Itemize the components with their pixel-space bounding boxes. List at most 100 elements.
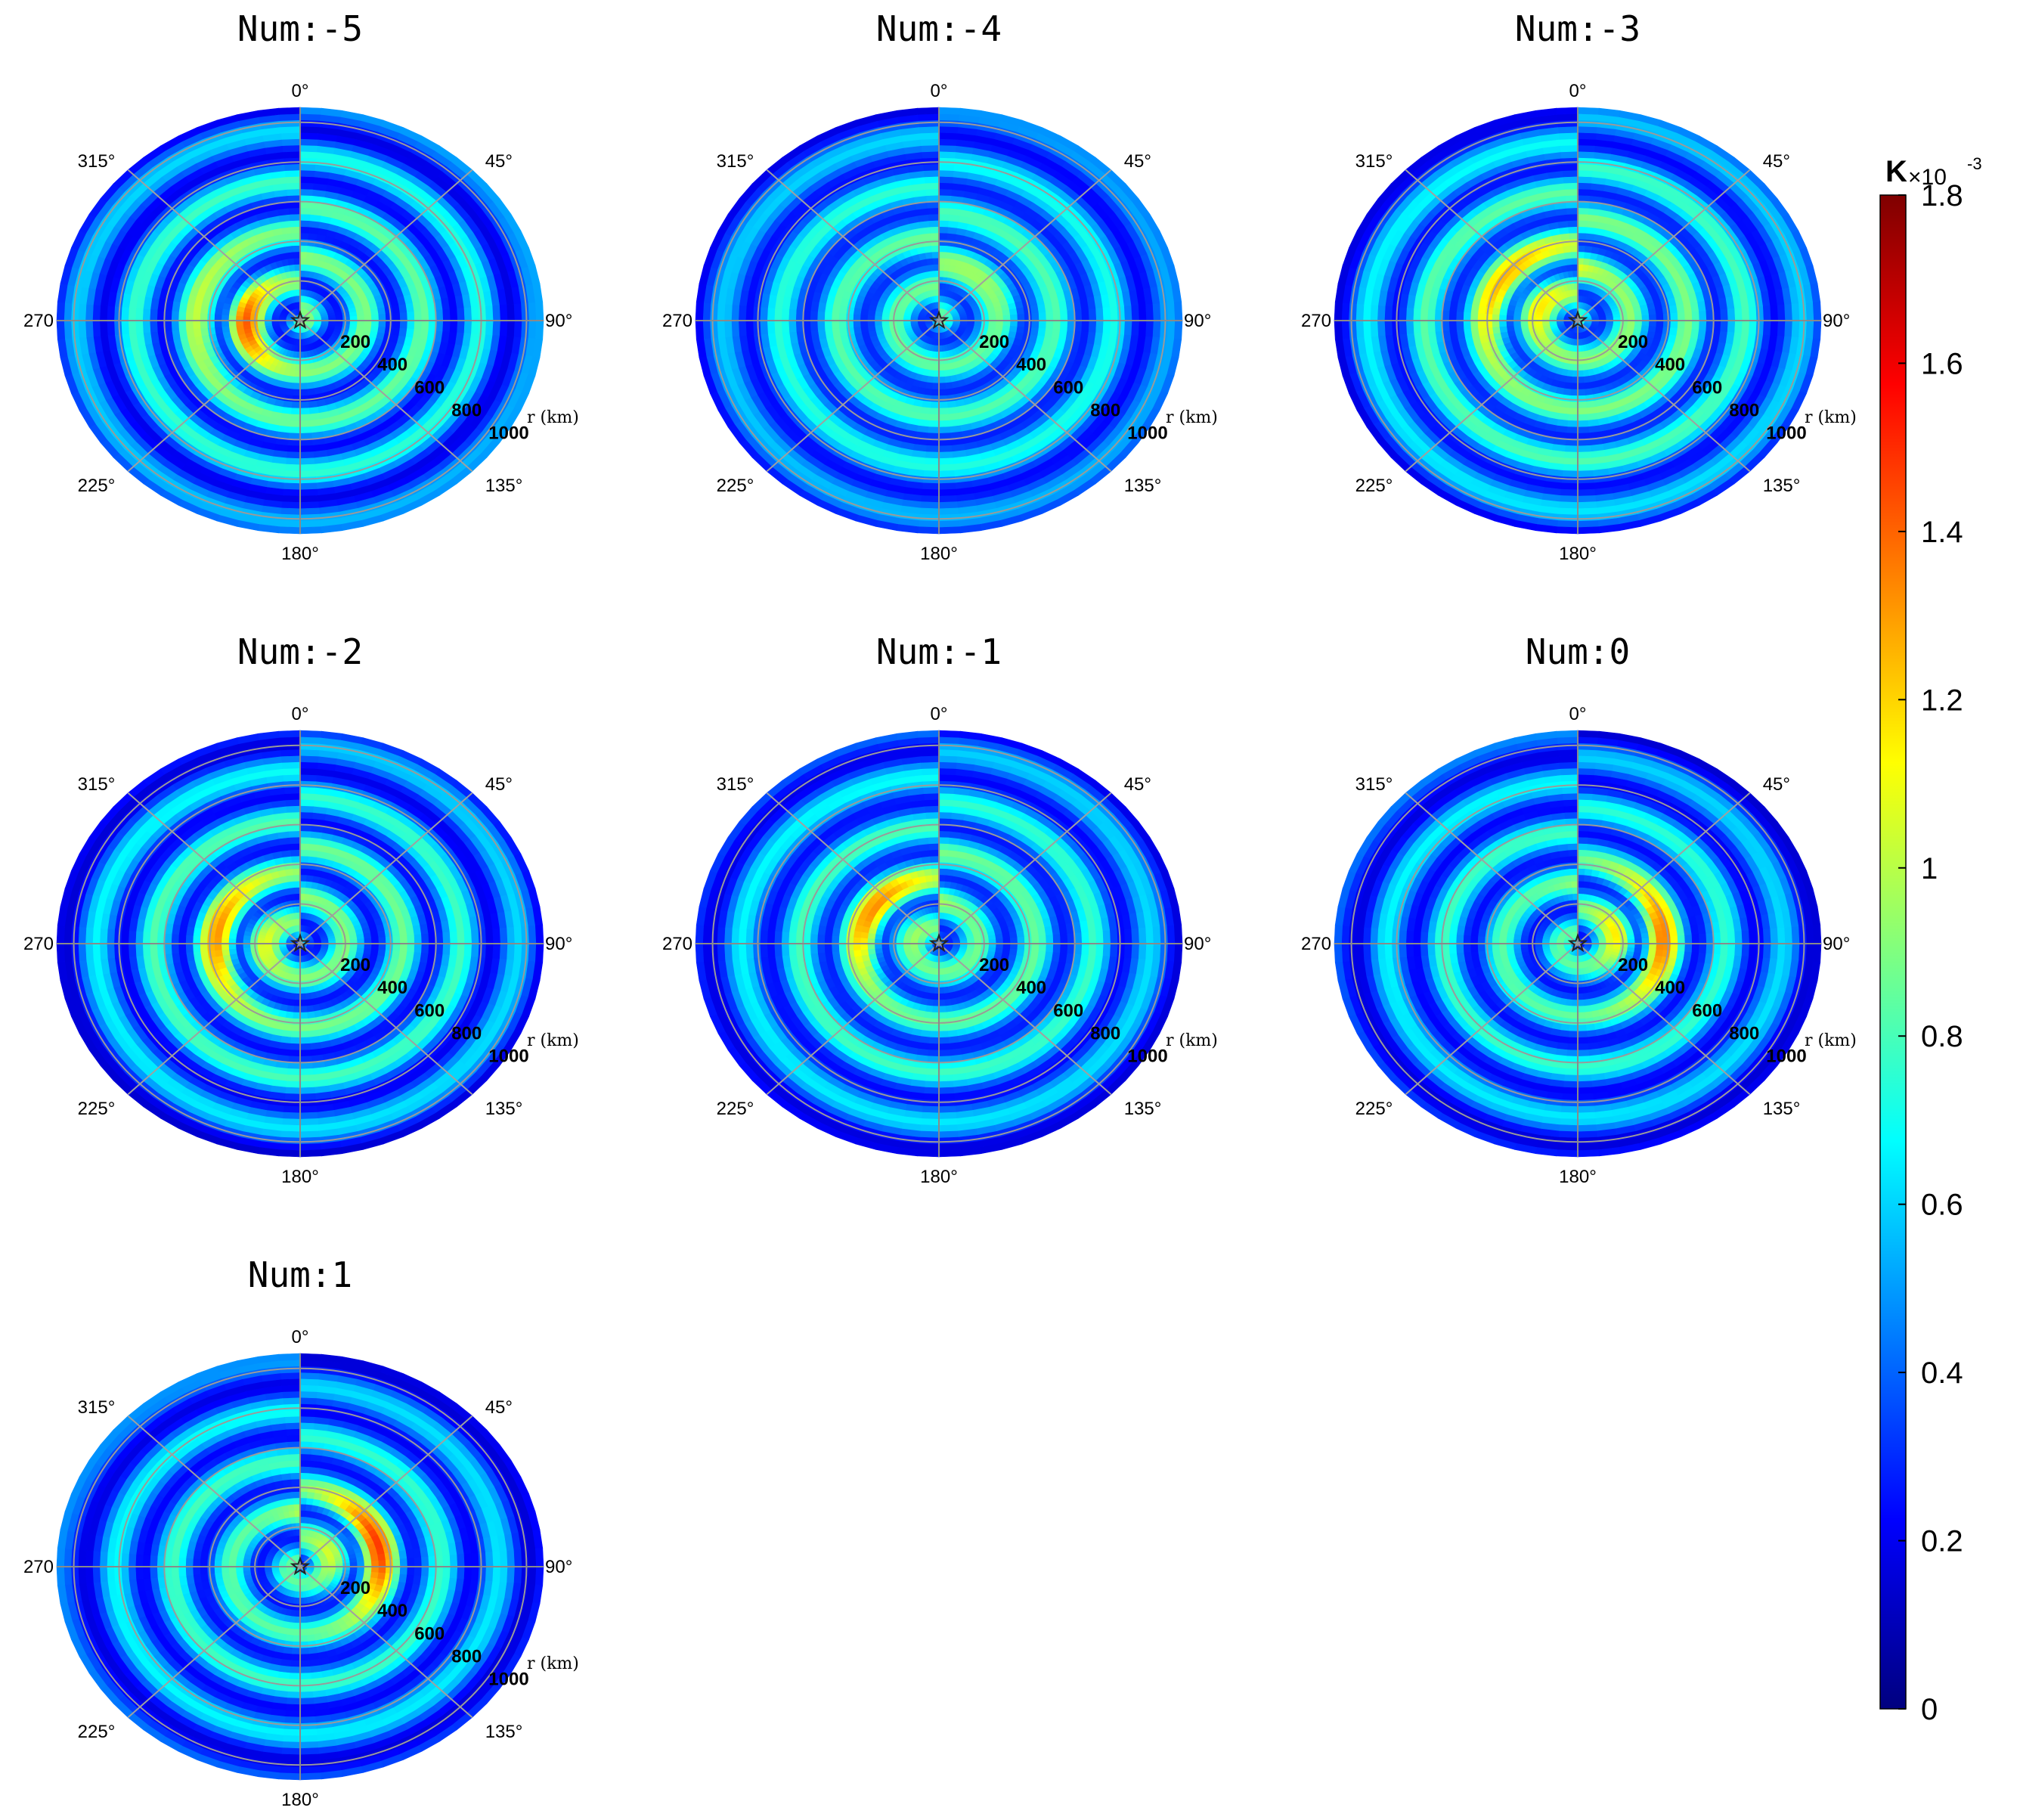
heatmap-cell xyxy=(921,144,940,153)
heatmap-cell xyxy=(938,488,957,497)
heatmap-cell xyxy=(1131,320,1140,336)
heatmap-cell xyxy=(293,251,301,259)
radial-axis-label: r (km) xyxy=(1166,408,1218,427)
heatmap-cell xyxy=(299,251,308,259)
heatmap-cell xyxy=(1031,312,1039,321)
heatmap-cell xyxy=(385,320,394,328)
heatmap-cell xyxy=(866,315,875,321)
heatmap-cell xyxy=(280,507,301,516)
heatmap-cell xyxy=(922,476,940,484)
heatmap-cell xyxy=(305,382,314,390)
heatmap-cell xyxy=(171,310,179,321)
heatmap-cell xyxy=(399,312,408,321)
heatmap-cell xyxy=(299,520,321,529)
heatmap-cell xyxy=(933,370,940,377)
heatmap-cell xyxy=(308,232,318,241)
heatmap-cell xyxy=(185,312,194,321)
heatmap-cell xyxy=(299,457,315,466)
heatmap-cell xyxy=(1110,320,1119,335)
heatmap-cell xyxy=(933,264,940,271)
radial-tick-label: 800 xyxy=(451,400,482,420)
heatmap-cell xyxy=(938,251,946,259)
radial-tick-label: 400 xyxy=(1016,355,1046,375)
heatmap-cell xyxy=(853,313,861,321)
heatmap-cell xyxy=(938,182,953,190)
heatmap-cell xyxy=(185,320,194,330)
heatmap-cell xyxy=(284,169,301,178)
heatmap-cell xyxy=(291,238,301,246)
heatmap-cell xyxy=(299,501,320,510)
heatmap-cell xyxy=(299,488,318,497)
panels-group: Num:-50°45°90°135°180°225°270315°2004006… xyxy=(23,8,1857,1810)
angle-label: 135° xyxy=(485,476,523,496)
heatmap-cell xyxy=(513,303,522,321)
heatmap-cell xyxy=(299,232,309,240)
heatmap-cell xyxy=(928,414,940,422)
heatmap-cell xyxy=(922,482,940,491)
heatmap-cell xyxy=(192,312,201,321)
heatmap-cell xyxy=(938,526,961,535)
heatmap-cell xyxy=(943,369,951,377)
heatmap-cell xyxy=(928,420,940,428)
heatmap-cell xyxy=(702,302,711,321)
heatmap-cell xyxy=(221,314,230,321)
heatmap-cell xyxy=(1145,303,1154,321)
heatmap-cell xyxy=(299,113,321,121)
heatmap-cell xyxy=(931,383,940,390)
heatmap-cell xyxy=(845,313,854,321)
angle-label: 45° xyxy=(1124,151,1151,172)
angle-label: 90° xyxy=(1184,311,1211,331)
heatmap-cell xyxy=(1166,320,1176,340)
heatmap-cell xyxy=(695,302,705,321)
heatmap-cell xyxy=(299,445,314,453)
heatmap-cell xyxy=(294,264,301,271)
heatmap-cell xyxy=(299,395,309,403)
panel-title: Num:-4 xyxy=(876,8,1002,49)
heatmap-cell xyxy=(288,426,301,434)
heatmap-cell xyxy=(1152,320,1161,338)
heatmap-cell xyxy=(723,320,733,338)
heatmap-cell xyxy=(938,482,956,491)
heatmap-cell xyxy=(938,470,955,478)
heatmap-cell xyxy=(938,175,954,184)
heatmap-cell xyxy=(305,369,312,377)
heatmap-cell xyxy=(299,402,309,409)
heatmap-cell xyxy=(938,113,960,121)
heatmap-cell xyxy=(356,310,365,317)
heatmap-cell xyxy=(299,132,320,140)
heatmap-cell xyxy=(299,383,308,390)
heatmap-cell xyxy=(299,207,312,215)
heatmap-cell xyxy=(1030,327,1039,336)
heatmap-cell xyxy=(463,320,472,334)
heatmap-cell xyxy=(1002,320,1012,327)
heatmap-cell xyxy=(156,320,166,332)
angle-label: 45° xyxy=(485,151,513,172)
heatmap-cell xyxy=(731,304,740,321)
heatmap-cell xyxy=(1017,320,1025,328)
heatmap-cell xyxy=(171,320,179,331)
heatmap-cell xyxy=(810,310,818,321)
heatmap-cell xyxy=(1152,303,1161,321)
heatmap-cell xyxy=(932,377,940,384)
heatmap-cell xyxy=(767,320,776,334)
heatmap-cell xyxy=(85,303,94,321)
heatmap-cell xyxy=(759,306,768,321)
heatmap-cell xyxy=(399,320,408,330)
heatmap-cell xyxy=(120,306,129,321)
heatmap-cell xyxy=(385,313,394,321)
heatmap-cell xyxy=(283,482,301,491)
heatmap-cell xyxy=(925,188,940,197)
heatmap-cell xyxy=(421,310,429,321)
heatmap-cell xyxy=(421,320,429,331)
heatmap-cell xyxy=(921,232,931,241)
heatmap-cell xyxy=(927,426,940,434)
heatmap-cell xyxy=(299,188,314,197)
heatmap-cell xyxy=(1046,312,1054,321)
heatmap-cell xyxy=(305,376,313,383)
heatmap-cell xyxy=(299,426,312,434)
heatmap-cell xyxy=(278,526,301,535)
heatmap-cell xyxy=(1145,320,1154,338)
heatmap-cell xyxy=(299,414,311,422)
heatmap-cell xyxy=(931,251,940,259)
heatmap-cell xyxy=(99,305,108,321)
